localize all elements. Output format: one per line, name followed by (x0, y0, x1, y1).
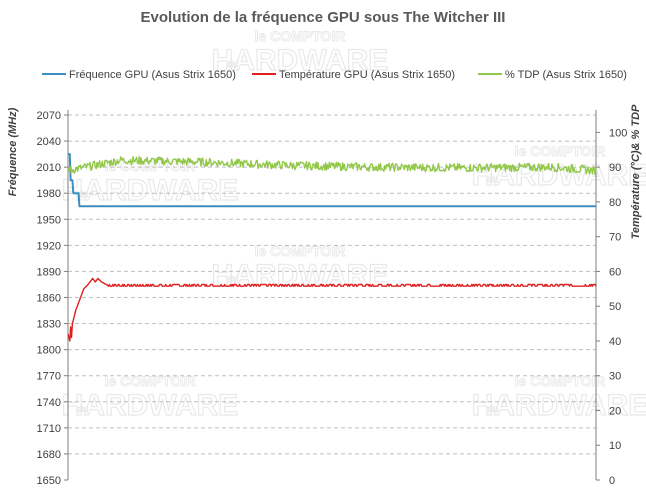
svg-text:du: du (487, 174, 498, 184)
gridlines (68, 114, 596, 455)
legend-item: Fréquence GPU (Asus Strix 1650) (42, 69, 236, 81)
left-tick-label: 1800 (37, 345, 61, 357)
svg-text:HARDWARE: HARDWARE (472, 389, 646, 422)
right-tick-label: 30 (609, 371, 621, 383)
left-tick-label: 1740 (37, 397, 61, 409)
svg-text:HARDWARE: HARDWARE (62, 174, 239, 207)
legend: Fréquence GPU (Asus Strix 1650) Températu… (42, 69, 627, 81)
svg-text:le COMPTOIR: le COMPTOIR (105, 158, 196, 174)
left-tick-label: 1650 (37, 475, 61, 487)
right-tick-label: 100 (609, 127, 627, 139)
svg-text:du: du (487, 404, 498, 414)
svg-text:HARDWARE: HARDWARE (62, 389, 239, 422)
left-tick-label: 2070 (37, 110, 61, 122)
right-tick-label: 10 (609, 440, 621, 452)
svg-text:du: du (227, 274, 238, 284)
right-tick-label: 50 (609, 301, 621, 313)
svg-text:le COMPTOIR: le COMPTOIR (255, 28, 346, 44)
left-tick-label: 1830 (37, 319, 61, 331)
legend-label: % TDP (Asus Strix 1650) (505, 69, 627, 81)
left-tick-label: 2010 (37, 162, 61, 174)
left-tick-label: 1680 (37, 449, 61, 461)
svg-text:le COMPTOIR: le COMPTOIR (515, 373, 606, 389)
legend-label: Fréquence GPU (Asus Strix 1650) (69, 69, 236, 81)
series-lines (67, 153, 597, 342)
svg-text:du: du (227, 59, 238, 69)
right-tick-label: 90 (609, 162, 621, 174)
left-tick-label: 1860 (37, 293, 61, 305)
left-tick-label: 1890 (37, 266, 61, 278)
left-axis-title: Fréquence (MHz) (7, 107, 19, 196)
right-tick-label: 60 (609, 266, 621, 278)
left-tick-label: 1920 (37, 240, 61, 252)
left-tick-label: 1710 (37, 423, 61, 435)
legend-label: Température GPU (Asus Strix 1650) (279, 69, 455, 81)
series-line-3 (67, 156, 597, 176)
left-tick-label: 1980 (37, 188, 61, 200)
left-tick-label: 1950 (37, 214, 61, 226)
right-tick-label: 20 (609, 405, 621, 417)
right-tick-label: 40 (609, 336, 621, 348)
right-axis-title: Température (°C)& % TDP (630, 104, 642, 239)
chart-title: Evolution de la fréquence GPU sous The W… (141, 9, 506, 26)
legend-item: % TDP (Asus Strix 1650) (478, 69, 627, 81)
svg-text:HARDWARE: HARDWARE (212, 259, 389, 292)
series-line-2 (67, 277, 597, 342)
right-tick-label: 0 (609, 475, 615, 487)
left-tick-label: 2040 (37, 136, 61, 148)
left-tick-label: 1770 (37, 371, 61, 383)
right-tick-label: 70 (609, 232, 621, 244)
svg-text:le COMPTOIR: le COMPTOIR (515, 143, 606, 159)
left-axis-ticks: 1650 1680 1710 1740 1770 1800 1830 1860 1890 1920… (37, 110, 68, 487)
series-line-1 (68, 153, 596, 208)
svg-text:HARDWARE: HARDWARE (212, 44, 389, 77)
legend-item: Température GPU (Asus Strix 1650) (252, 69, 455, 81)
right-tick-label: 80 (609, 197, 621, 209)
right-axis-ticks: 0 10 20 30 40 50 60 70 80 90 100 (596, 127, 627, 487)
svg-text:du: du (77, 404, 88, 414)
svg-text:du: du (77, 189, 88, 199)
svg-text:le COMPTOIR: le COMPTOIR (255, 243, 346, 259)
svg-text:le COMPTOIR: le COMPTOIR (105, 373, 196, 389)
